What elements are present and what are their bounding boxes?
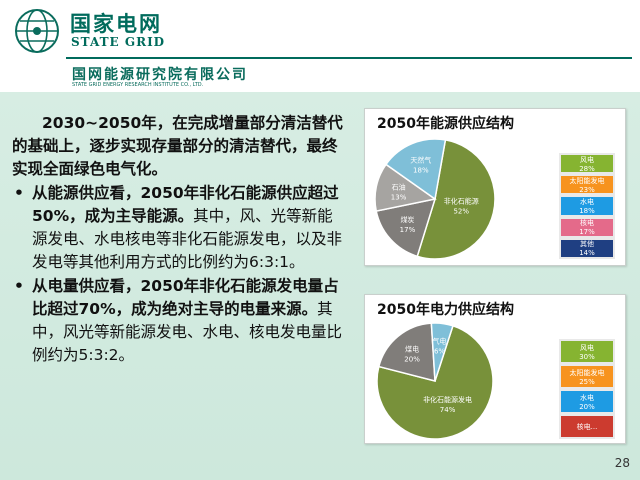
legend-entry: 核电 17% <box>559 216 615 238</box>
pie-slice <box>375 198 437 258</box>
pie-slice-label: 天然气 <box>410 156 431 165</box>
legend-entry: 风电 30% <box>559 339 615 364</box>
legend-value: 20% <box>579 402 595 411</box>
bullet-dot-icon: • <box>14 277 24 295</box>
legend-entry: 太阳能发电 25% <box>559 364 615 389</box>
page-number: 28 <box>614 456 630 470</box>
power-breakdown-legend: 风电 30% 太阳能发电 25% 水电 20% 核电... <box>559 339 615 439</box>
pie-slice-value: 6% <box>434 347 445 355</box>
slide-header: 国家电网 STATE GRID 国网能源研究院有限公司 STATE GRID E… <box>0 0 640 92</box>
pie-slice <box>376 324 494 440</box>
legend-label: 水电 <box>580 393 594 402</box>
legend-value: 17% <box>579 228 595 237</box>
legend-entry: 水电 20% <box>559 389 615 414</box>
institute-name-en: STATE GRID ENERGY RESEARCH INSTITUTE CO.… <box>72 82 204 88</box>
pie-slice <box>416 139 496 260</box>
pie-slice-label: 煤电 <box>405 344 419 353</box>
pie-slice-value: 17% <box>400 226 416 234</box>
chart-title: 2050年能源供应结构 <box>377 116 514 132</box>
legend-label: 风电 <box>580 155 594 164</box>
header-divider <box>66 57 632 59</box>
legend-value: 18% <box>579 206 595 215</box>
legend-label: 太阳能发电 <box>569 368 605 377</box>
pie-slice-label: 石油 <box>392 182 406 191</box>
legend-label: 核电... <box>576 422 598 431</box>
pie-slice <box>377 322 436 382</box>
bullet1-bold-text: 从能源供应看，2050年非化石能源供应超过50%，成为主导能源。 <box>32 184 339 225</box>
pie-slice <box>430 322 454 382</box>
energy-breakdown-legend: 风电 28% 太阳能发电 23% 水电 18% 核电 17% 其他 14% <box>559 153 615 259</box>
pie-slice <box>384 138 447 201</box>
legend-value: 25% <box>579 377 595 386</box>
legend-label: 太阳能发电 <box>569 176 605 185</box>
intro-paragraph: 2030~2050年，在完成增量部分清洁替代的基础上，逐步实现存量部分的清洁替代… <box>12 114 343 178</box>
legend-entry: 核电... <box>559 414 615 439</box>
legend-entry: 太阳能发电 23% <box>559 174 615 196</box>
bullet-dot-icon: • <box>14 184 24 202</box>
legend-entry: 风电 28% <box>559 153 615 175</box>
bullet1-text: 其中，风、光等新能源发电、水电核电等非化石能源发电，以及非发电等其他利用方式的比… <box>32 207 343 271</box>
legend-label: 风电 <box>580 343 594 352</box>
power-supply-chart: 2050年电力供应结构 非化石能源发电 74% 煤电 20% 气电 6% 风电 30% 太阳能… <box>364 294 626 444</box>
slide-text: 2030~2050年，在完成增量部分清洁替代的基础上，逐步实现存量部分的清洁替代… <box>12 112 347 367</box>
institute-name-cn: 国网能源研究院有限公司 <box>72 67 248 83</box>
bullet2-text: 其中，风光等新能源发电、水电、核电发电量比例约为5:3:2。 <box>32 300 343 364</box>
pie-slice-label: 煤炭 <box>400 215 414 224</box>
legend-value: 23% <box>579 185 595 194</box>
pie-slice-value: 13% <box>391 193 407 201</box>
energy-supply-pie: 非化石能源 52% 煤炭 17% 石油 13% 天然气 18% <box>374 138 496 260</box>
legend-label: 核电 <box>580 219 594 228</box>
pie-slice-label: 气电 <box>433 336 447 345</box>
brand-name-cn: 国家电网 <box>70 12 162 36</box>
bullet-energy-supply: • 从能源供应看，2050年非化石能源供应超过50%，成为主导能源。其中，风、光… <box>12 182 347 274</box>
pie-slice-value: 18% <box>413 167 429 175</box>
chart-title: 2050年电力供应结构 <box>377 302 514 318</box>
pie-slice-label: 非化石能源发电 <box>423 395 472 404</box>
bullet-power-supply: • 从电量供应看，2050年非化石能源发电量占比超过70%，成为绝对主导的电量来… <box>12 275 347 367</box>
pie-slice-value: 20% <box>404 355 420 363</box>
legend-label: 水电 <box>580 197 594 206</box>
legend-label: 其他 <box>580 240 594 249</box>
bullet2-bold-text: 从电量供应看，2050年非化石能源发电量占比超过70%，成为绝对主导的电量来源。 <box>32 277 339 318</box>
legend-entry: 其他 14% <box>559 237 615 259</box>
power-supply-pie: 非化石能源发电 74% 煤电 20% 气电 6% <box>376 322 494 440</box>
brand-name-en: STATE GRID <box>71 35 166 49</box>
legend-entry: 水电 18% <box>559 195 615 217</box>
pie-slice-label: 非化石能源 <box>444 196 479 205</box>
legend-value: 28% <box>579 164 595 173</box>
legend-value: 30% <box>579 352 595 361</box>
energy-supply-chart: 2050年能源供应结构 非化石能源 52% 煤炭 17% 石油 13% 天然气 18% 风电 2… <box>364 108 626 266</box>
legend-value: 14% <box>579 249 595 258</box>
state-grid-logo-icon <box>15 9 59 53</box>
pie-slice-value: 52% <box>453 207 469 215</box>
pie-slice-value: 74% <box>440 406 456 414</box>
